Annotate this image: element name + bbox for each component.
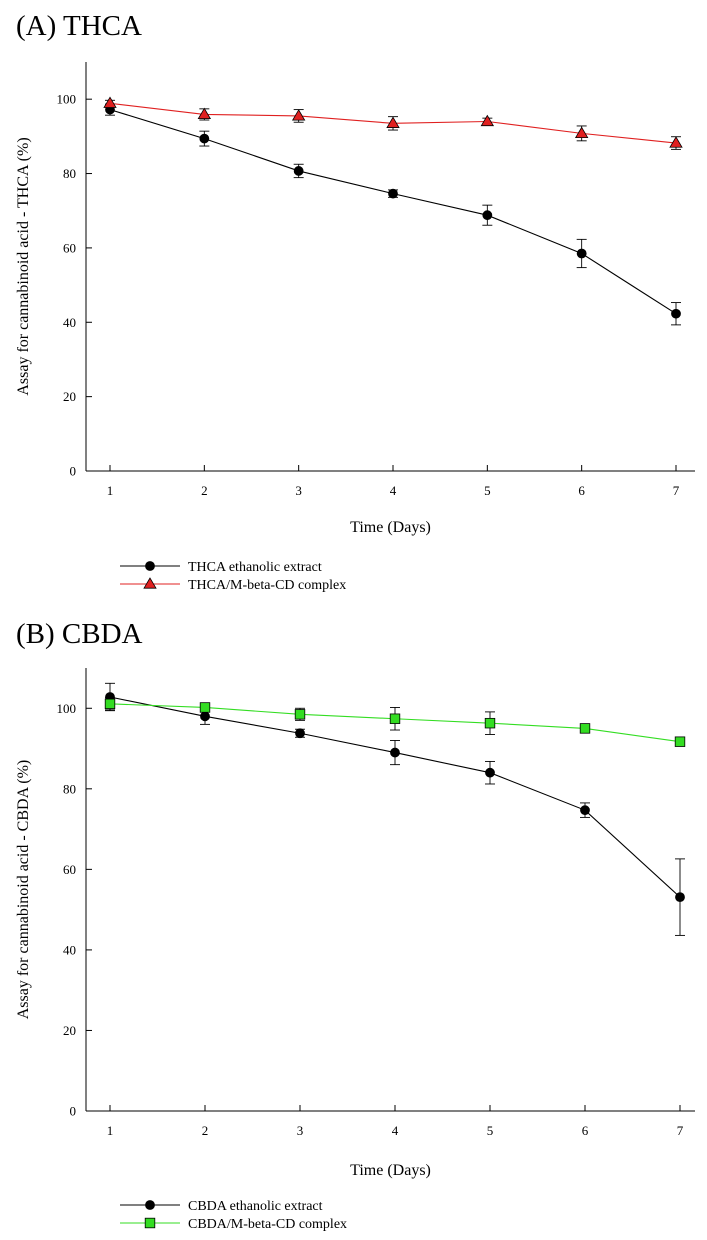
x-tick-label: 2 (202, 1123, 209, 1138)
data-point (669, 136, 683, 148)
x-tick-label: 1 (107, 483, 114, 498)
legend: CBDA ethanolic extract CBDA/M-beta-CD com… (120, 1199, 347, 1232)
y-tick-label: 80 (63, 781, 76, 796)
data-point (103, 96, 117, 108)
data-point (389, 713, 401, 724)
data-point (580, 805, 590, 816)
y-tick-label: 0 (70, 464, 77, 479)
x-tick-label: 6 (582, 1123, 589, 1138)
legend-marker (145, 1200, 155, 1210)
y-tick-label: 40 (63, 942, 76, 957)
x-axis-label: Time (Days) (350, 1162, 431, 1179)
data-point (576, 248, 587, 259)
series-1 (103, 96, 683, 150)
y-tick-label: 60 (63, 240, 76, 255)
x-axis-label: Time (Days) (350, 519, 431, 536)
y-tick-label: 100 (57, 701, 77, 716)
x-tick-label: 5 (484, 483, 491, 498)
chart-thca: 0 20 40 60 80 100 1 2 3 4 5 6 7 Time (Days) Assay for … (15, 62, 695, 593)
data-point (579, 723, 591, 734)
data-point (484, 717, 496, 729)
y-tick-label: 20 (63, 1023, 76, 1038)
y-tick-label: 100 (57, 92, 77, 107)
data-point (390, 747, 400, 758)
data-point (480, 114, 495, 127)
x-tick-label: 3 (295, 483, 302, 498)
data-point (199, 133, 210, 144)
data-point (674, 736, 686, 747)
panel-title-a: (A) THCA (16, 10, 142, 42)
y-tick-label: 0 (70, 1104, 77, 1119)
x-tick-label: 1 (107, 1123, 114, 1138)
y-tick-label: 60 (63, 862, 76, 877)
legend-marker (145, 561, 155, 571)
x-tick-label: 4 (390, 483, 397, 498)
data-point (291, 109, 306, 121)
data-point (388, 188, 398, 199)
data-point (574, 126, 589, 138)
data-point (295, 728, 305, 739)
data-point (671, 308, 681, 319)
x-tick-label: 6 (578, 483, 585, 498)
data-point (197, 107, 212, 120)
legend-marker (143, 577, 157, 589)
x-tick-label: 3 (297, 1123, 304, 1138)
x-tick-label: 4 (392, 1123, 399, 1138)
x-tick-label: 2 (201, 483, 208, 498)
panel-title-b: (B) CBDA (16, 618, 143, 650)
legend-label: CBDA/M-beta-CD complex (188, 1217, 347, 1232)
data-point (294, 709, 306, 720)
x-tick-label: 7 (677, 1123, 684, 1138)
legend: THCA ethanolic extract THCA/M-beta-CD com… (120, 560, 346, 593)
y-tick-label: 20 (63, 389, 76, 404)
x-tick-label: 7 (673, 483, 680, 498)
x-tick-label: 5 (487, 1123, 494, 1138)
series-line (109, 109, 677, 315)
y-tick-label: 80 (63, 166, 76, 181)
series-0 (105, 103, 681, 326)
data-point (200, 711, 210, 722)
chart-cbda: 0 20 40 60 80 100 1 2 3 4 5 6 7 Time (Days) Assay for … (15, 668, 695, 1232)
data-point (386, 116, 400, 128)
data-point (485, 767, 495, 778)
y-axis-label: Assay for cannabinoid acid - THCA (%) (15, 137, 32, 395)
series-0 (105, 682, 685, 936)
y-tick-label: 40 (63, 315, 76, 330)
data-point (104, 698, 116, 710)
legend-label: THCA ethanolic extract (188, 560, 322, 575)
legend-label: THCA/M-beta-CD complex (188, 578, 346, 593)
y-axis-label: Assay for cannabinoid acid - CBDA (%) (15, 760, 32, 1020)
series-1 (104, 697, 686, 747)
legend-label: CBDA ethanolic extract (188, 1199, 323, 1214)
data-point (293, 166, 304, 176)
data-point (482, 210, 493, 221)
data-point (199, 702, 211, 713)
data-point (675, 892, 685, 903)
legend-marker (144, 1217, 156, 1229)
